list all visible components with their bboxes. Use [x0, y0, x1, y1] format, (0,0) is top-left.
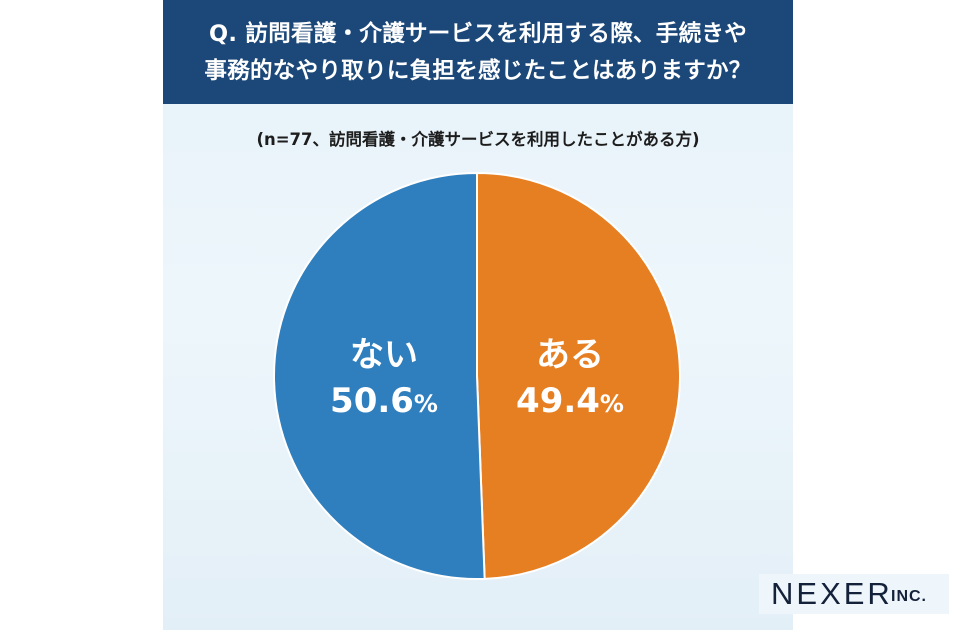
slice-unit: %	[599, 390, 624, 418]
slice-name: ない	[350, 335, 418, 375]
slice-name: ある	[536, 335, 604, 375]
logo-name: NEXER	[771, 576, 893, 611]
title-line-1: Q. 訪問看護・介護サービスを利用する際、手続きや	[208, 21, 747, 47]
chart-subtitle: (n=77、訪問看護・介護サービスを利用したことがある方)	[256, 130, 700, 149]
slice-value: 49.4	[516, 381, 600, 421]
logo-suffix: INC.	[891, 588, 927, 605]
chart-title: Q. 訪問看護・介護サービスを利用する際、手続きや 事務的なやり取りに負担を感じ…	[163, 0, 793, 104]
chart-card: Q. 訪問看護・介護サービスを利用する際、手続きや 事務的なやり取りに負担を感じ…	[163, 0, 949, 630]
slice-value: 50.6	[330, 381, 414, 421]
slice-label-nai: ない 50.6%	[284, 332, 484, 427]
slice-unit: %	[413, 390, 438, 418]
pie-slice-0	[476, 171, 681, 580]
pie-slice-1	[273, 171, 486, 580]
pie-chart	[273, 171, 681, 580]
nexer-logo: NEXER INC.	[759, 574, 949, 614]
slice-label-aru: ある 49.4%	[470, 332, 670, 427]
title-line-2: 事務的なやり取りに負担を感じたことはありますか？	[204, 58, 752, 84]
